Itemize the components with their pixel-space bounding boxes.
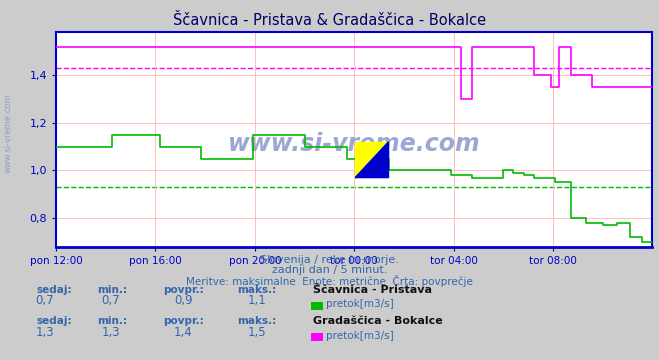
Text: 0,9: 0,9 [174,294,192,307]
Text: 1,1: 1,1 [248,294,266,307]
Polygon shape [355,142,389,177]
Polygon shape [355,142,389,177]
Text: sedaj:: sedaj: [36,285,72,296]
Text: pretok[m3/s]: pretok[m3/s] [326,330,393,341]
Text: maks.:: maks.: [237,285,277,296]
Text: 0,7: 0,7 [36,294,54,307]
Text: www.si-vreme.com: www.si-vreme.com [4,94,13,173]
Text: 1,3: 1,3 [101,325,120,338]
Text: min.:: min.: [98,285,128,296]
Text: min.:: min.: [98,316,128,326]
Text: Ščavnica - Pristava: Ščavnica - Pristava [313,285,432,296]
Text: 0,7: 0,7 [101,294,120,307]
Text: maks.:: maks.: [237,316,277,326]
Text: www.si-vreme.com: www.si-vreme.com [228,132,480,156]
Text: 1,3: 1,3 [36,325,54,338]
Text: Ščavnica - Pristava & Gradaščica - Bokalce: Ščavnica - Pristava & Gradaščica - Bokal… [173,13,486,28]
Polygon shape [355,142,389,177]
Text: Gradaščica - Bokalce: Gradaščica - Bokalce [313,316,443,326]
Text: pretok[m3/s]: pretok[m3/s] [326,299,393,309]
Text: zadnji dan / 5 minut.: zadnji dan / 5 minut. [272,265,387,275]
Text: Meritve: maksimalne  Enote: metrične  Črta: povprečje: Meritve: maksimalne Enote: metrične Črta… [186,275,473,287]
Text: Slovenija / reke in morje.: Slovenija / reke in morje. [260,255,399,265]
Text: sedaj:: sedaj: [36,316,72,326]
Text: povpr.:: povpr.: [163,285,204,296]
Text: 1,5: 1,5 [248,325,266,338]
Text: povpr.:: povpr.: [163,316,204,326]
Text: 1,4: 1,4 [174,325,192,338]
